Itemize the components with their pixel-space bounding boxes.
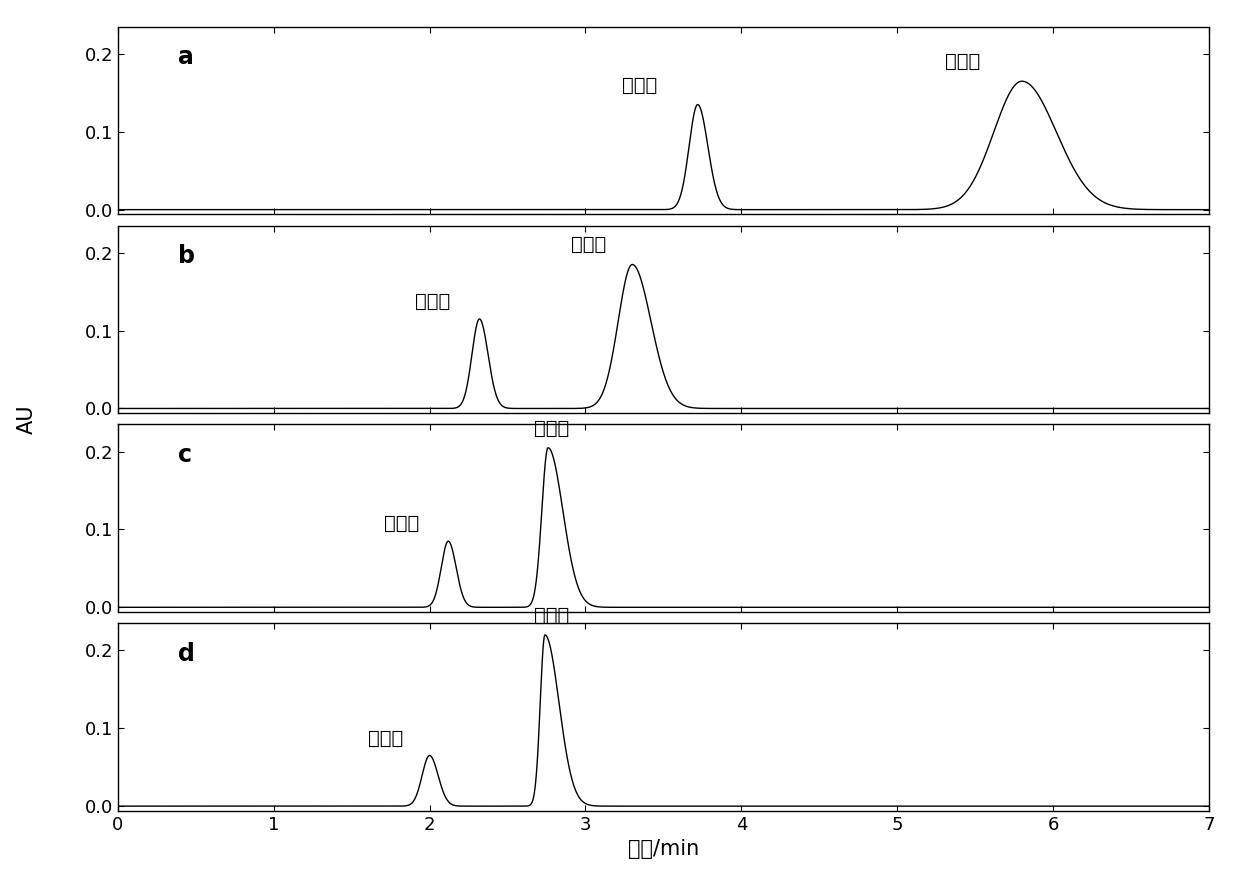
Text: b: b [177,244,195,268]
Text: AU: AU [17,404,37,434]
Text: 地那鄔: 地那鄔 [533,606,569,625]
Text: c: c [177,443,192,467]
Text: 柚皮苷: 柚皮苷 [622,76,657,94]
Text: 柚皮苷: 柚皮苷 [368,729,403,748]
Text: d: d [177,642,195,666]
Text: 地那鄔: 地那鄔 [945,52,981,71]
Text: 地那鄔: 地那鄔 [570,235,606,254]
Text: a: a [177,45,193,69]
Text: 地那鄔: 地那鄔 [533,419,569,437]
Text: 柚皮苷: 柚皮苷 [384,514,419,534]
Text: 柚皮苷: 柚皮苷 [415,292,450,311]
X-axis label: 时间/min: 时间/min [627,839,699,859]
